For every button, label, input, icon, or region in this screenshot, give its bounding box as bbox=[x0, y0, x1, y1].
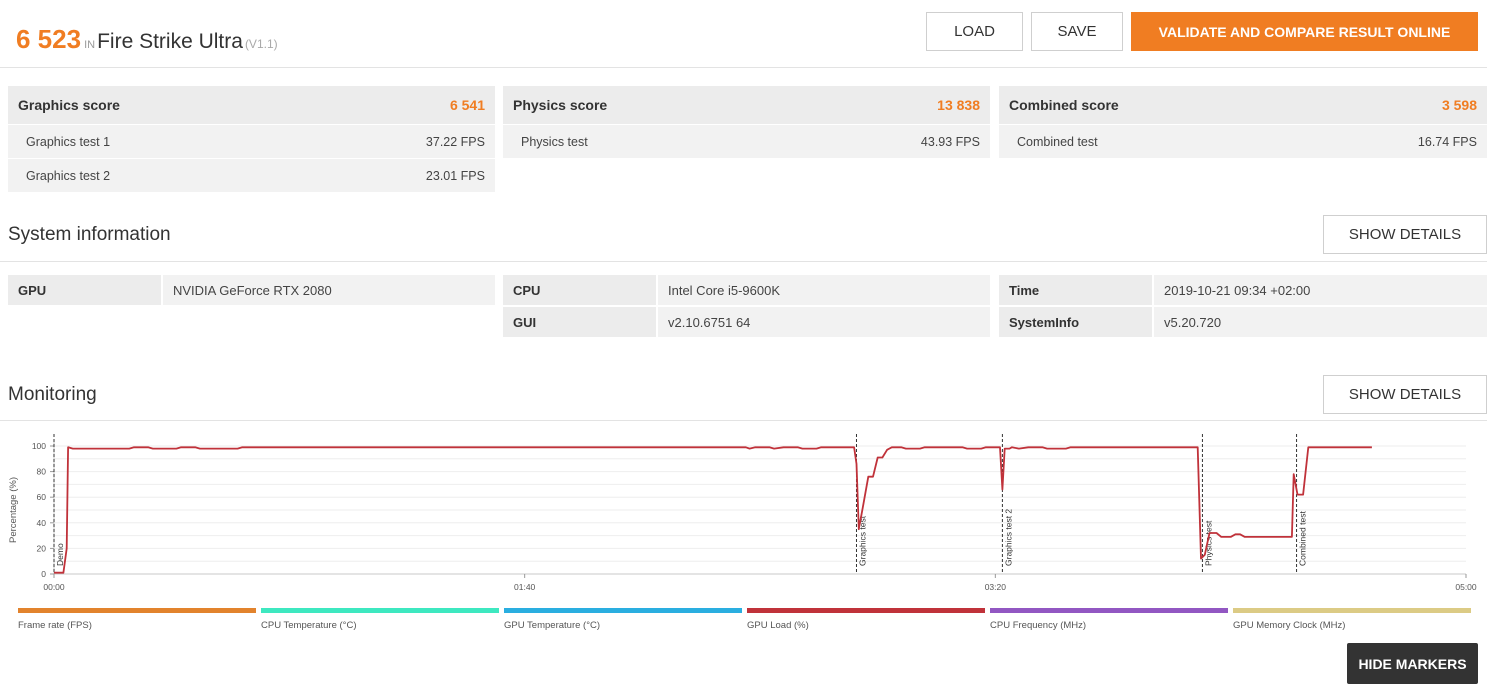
combined-test-value: 16.74 FPS bbox=[1417, 134, 1477, 149]
physics-test-label: Physics test bbox=[521, 134, 588, 149]
time-row: Time 2019-10-21 09:34 +02:00 bbox=[999, 275, 1487, 305]
graphics-test-2-value: 23.01 FPS bbox=[425, 168, 485, 183]
marker-label: Demo bbox=[55, 543, 65, 566]
monitoring-divider bbox=[0, 420, 1487, 421]
gui-value: v2.10.6751 64 bbox=[658, 307, 990, 337]
physics-test-row: Physics test 43.93 FPS bbox=[503, 124, 990, 158]
system-divider bbox=[0, 261, 1487, 262]
gui-key: GUI bbox=[503, 307, 656, 337]
cpu-key: CPU bbox=[503, 275, 656, 305]
graphics-score-title: Graphics score bbox=[18, 97, 120, 113]
load-button[interactable]: LOAD bbox=[926, 12, 1023, 51]
legend-label: GPU Memory Clock (MHz) bbox=[1233, 620, 1346, 631]
graphics-test-2-label: Graphics test 2 bbox=[26, 168, 111, 183]
marker-label: Graphics test 2 bbox=[1003, 509, 1013, 566]
y-tick-label: 40 bbox=[37, 518, 47, 528]
combined-test-label: Combined test bbox=[1017, 134, 1098, 149]
series-line-gpu-load bbox=[54, 446, 1372, 574]
y-tick-label: 80 bbox=[37, 467, 47, 477]
physics-score-panel: Physics score 13 838 Physics test 43.93 … bbox=[503, 86, 990, 158]
graphics-test-1-row: Graphics test 1 37.22 FPS bbox=[8, 124, 495, 158]
x-tick-label: 01:40 bbox=[514, 582, 536, 592]
graphics-score-panel: Graphics score 6 541 Graphics test 1 37.… bbox=[8, 86, 495, 192]
y-axis-label: Percentage (%) bbox=[8, 477, 19, 543]
graphics-score-header: Graphics score 6 541 bbox=[8, 86, 495, 124]
legend-item[interactable]: GPU Load (%) bbox=[747, 608, 985, 631]
cpu-value: Intel Core i5-9600K bbox=[658, 275, 990, 305]
gui-row: GUI v2.10.6751 64 bbox=[503, 307, 990, 337]
physics-score-header: Physics score 13 838 bbox=[503, 86, 990, 124]
gpu-row: GPU NVIDIA GeForce RTX 2080 bbox=[8, 275, 495, 305]
cpu-row: CPU Intel Core i5-9600K bbox=[503, 275, 990, 305]
legend-color-swatch bbox=[1233, 608, 1471, 613]
legend-item[interactable]: CPU Temperature (°C) bbox=[261, 608, 499, 631]
test-name: Fire Strike Ultra bbox=[97, 30, 243, 53]
graphics-test-1-label: Graphics test 1 bbox=[26, 134, 111, 149]
combined-score-value: 3 598 bbox=[1441, 97, 1477, 113]
legend-item[interactable]: Frame rate (FPS) bbox=[18, 608, 256, 631]
x-tick-label: 00:00 bbox=[43, 582, 65, 592]
y-tick-label: 100 bbox=[32, 441, 46, 451]
legend-item[interactable]: CPU Frequency (MHz) bbox=[990, 608, 1228, 631]
monitoring-title: Monitoring bbox=[8, 384, 97, 405]
physics-score-value: 13 838 bbox=[937, 97, 980, 113]
system-information-title: System information bbox=[8, 224, 171, 245]
y-tick-label: 60 bbox=[37, 492, 47, 502]
physics-score-title: Physics score bbox=[513, 97, 608, 113]
hide-markers-button[interactable]: HIDE MARKERS bbox=[1347, 643, 1478, 684]
time-key: Time bbox=[999, 275, 1152, 305]
combined-test-row: Combined test 16.74 FPS bbox=[999, 124, 1487, 158]
result-header: 6 523 INFire Strike Ultra (V1.1) LOAD SAVE… bbox=[0, 0, 1487, 68]
monitoring-show-details-button[interactable]: SHOW DETAILS bbox=[1323, 375, 1487, 414]
legend-label: GPU Temperature (°C) bbox=[504, 620, 601, 631]
legend-item[interactable]: GPU Memory Clock (MHz) bbox=[1233, 608, 1471, 631]
overall-score-title: 6 523 INFire Strike Ultra (V1.1) bbox=[16, 24, 278, 55]
x-tick-label: 03:20 bbox=[985, 582, 1007, 592]
legend-label: Frame rate (FPS) bbox=[18, 620, 92, 631]
legend-label: CPU Temperature (°C) bbox=[261, 620, 357, 631]
marker-label: Combined test bbox=[1298, 511, 1308, 566]
legend-color-swatch bbox=[747, 608, 985, 613]
validate-compare-button[interactable]: VALIDATE AND COMPARE RESULT ONLINE bbox=[1131, 12, 1478, 51]
graphics-test-1-value: 37.22 FPS bbox=[425, 134, 485, 149]
y-tick-label: 0 bbox=[41, 569, 46, 579]
graphics-score-value: 6 541 bbox=[449, 97, 485, 113]
legend-color-swatch bbox=[18, 608, 256, 613]
legend-color-swatch bbox=[261, 608, 499, 613]
combined-score-header: Combined score 3 598 bbox=[999, 86, 1487, 124]
monitoring-chart: 0 20 40 60 80 100 00:00 01:40 03:20 05:00 Percenta… bbox=[8, 434, 1477, 592]
test-version: (V1.1) bbox=[244, 37, 278, 51]
combined-score-title: Combined score bbox=[1009, 97, 1119, 113]
gpu-key: GPU bbox=[8, 275, 161, 305]
legend-label: CPU Frequency (MHz) bbox=[990, 620, 1087, 631]
system-show-details-button[interactable]: SHOW DETAILS bbox=[1323, 215, 1487, 254]
gpu-value: NVIDIA GeForce RTX 2080 bbox=[163, 275, 495, 305]
systeminfo-row: SystemInfo v5.20.720 bbox=[999, 307, 1487, 337]
in-label: IN bbox=[84, 39, 96, 51]
y-tick-label: 20 bbox=[37, 543, 47, 553]
marker-label: Graphics test bbox=[857, 515, 867, 566]
legend-item[interactable]: GPU Temperature (°C) bbox=[504, 608, 742, 631]
x-tick-label: 05:00 bbox=[1455, 582, 1477, 592]
graphics-test-2-row: Graphics test 2 23.01 FPS bbox=[8, 158, 495, 192]
combined-score-panel: Combined score 3 598 Combined test 16.74… bbox=[999, 86, 1487, 158]
overall-score: 6 523 bbox=[16, 24, 82, 54]
systeminfo-value: v5.20.720 bbox=[1154, 307, 1487, 337]
time-value: 2019-10-21 09:34 +02:00 bbox=[1154, 275, 1487, 305]
legend-color-swatch bbox=[504, 608, 742, 613]
legend-label: GPU Load (%) bbox=[747, 620, 809, 631]
systeminfo-key: SystemInfo bbox=[999, 307, 1152, 337]
marker-label: Physics test bbox=[1203, 520, 1213, 566]
save-button[interactable]: SAVE bbox=[1031, 12, 1123, 51]
physics-test-value: 43.93 FPS bbox=[920, 134, 980, 149]
legend-color-swatch bbox=[990, 608, 1228, 613]
